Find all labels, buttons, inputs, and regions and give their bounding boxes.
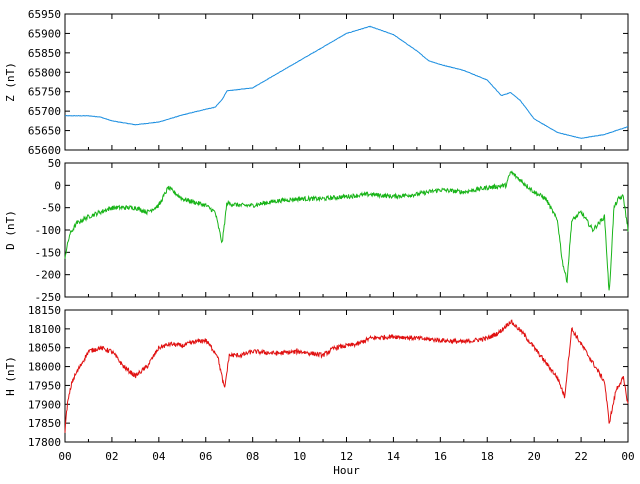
series-line-1: [64, 170, 629, 291]
y-tick-label-0-5: 65850: [28, 47, 61, 60]
y-tick-label-2-4: 18000: [28, 361, 61, 374]
y-tick-label-2-0: 17800: [28, 436, 61, 449]
y-axis-label-2: H (nT): [4, 356, 17, 396]
x-tick-label-2: 04: [152, 450, 166, 463]
y-tick-label-0-1: 65650: [28, 125, 61, 138]
y-tick-label-2-7: 18150: [28, 304, 61, 317]
x-tick-label-12: 00: [621, 450, 634, 463]
y-tick-label-2-1: 17850: [28, 417, 61, 430]
y-tick-label-0-6: 65900: [28, 27, 61, 40]
x-tick-label-4: 08: [246, 450, 259, 463]
y-tick-label-2-6: 18100: [28, 323, 61, 336]
y-tick-label-1-1: -200: [35, 269, 62, 282]
panel-frame-0: [64, 13, 629, 151]
x-tick-label-3: 06: [199, 450, 212, 463]
y-tick-label-1-6: 50: [48, 157, 61, 170]
y-tick-label-1-4: -50: [41, 202, 61, 215]
y-tick-label-1-2: -150: [35, 246, 62, 259]
y-tick-label-1-5: 0: [54, 179, 61, 192]
x-tick-label-10: 20: [528, 450, 541, 463]
y-axis-label-0: Z (nT): [4, 62, 17, 102]
panel-frame-1: [64, 162, 629, 298]
x-tick-label-1: 02: [105, 450, 118, 463]
y-tick-label-0-0: 65600: [28, 144, 61, 157]
y-tick-label-1-3: -100: [35, 224, 62, 237]
y-axis-label-1: D (nT): [4, 210, 17, 250]
y-tick-label-0-7: 65950: [28, 8, 61, 21]
series-line-2: [64, 319, 629, 433]
y-tick-label-2-3: 17950: [28, 379, 61, 392]
x-tick-label-0: 00: [58, 450, 71, 463]
y-tick-label-2-2: 17900: [28, 398, 61, 411]
x-tick-label-11: 22: [574, 450, 587, 463]
y-tick-label-0-2: 65700: [28, 105, 61, 118]
y-tick-label-1-0: -250: [35, 291, 62, 304]
y-tick-label-0-4: 65800: [28, 66, 61, 79]
y-tick-label-0-3: 65750: [28, 86, 61, 99]
x-tick-label-7: 14: [387, 450, 401, 463]
y-tick-label-2-5: 18050: [28, 342, 61, 355]
x-tick-label-6: 12: [340, 450, 353, 463]
series-line-0: [64, 25, 629, 139]
x-tick-label-9: 18: [481, 450, 494, 463]
x-axis-label: Hour: [333, 464, 360, 477]
panel-frame-2: [64, 309, 629, 443]
x-tick-label-5: 10: [293, 450, 306, 463]
x-tick-label-8: 16: [434, 450, 447, 463]
